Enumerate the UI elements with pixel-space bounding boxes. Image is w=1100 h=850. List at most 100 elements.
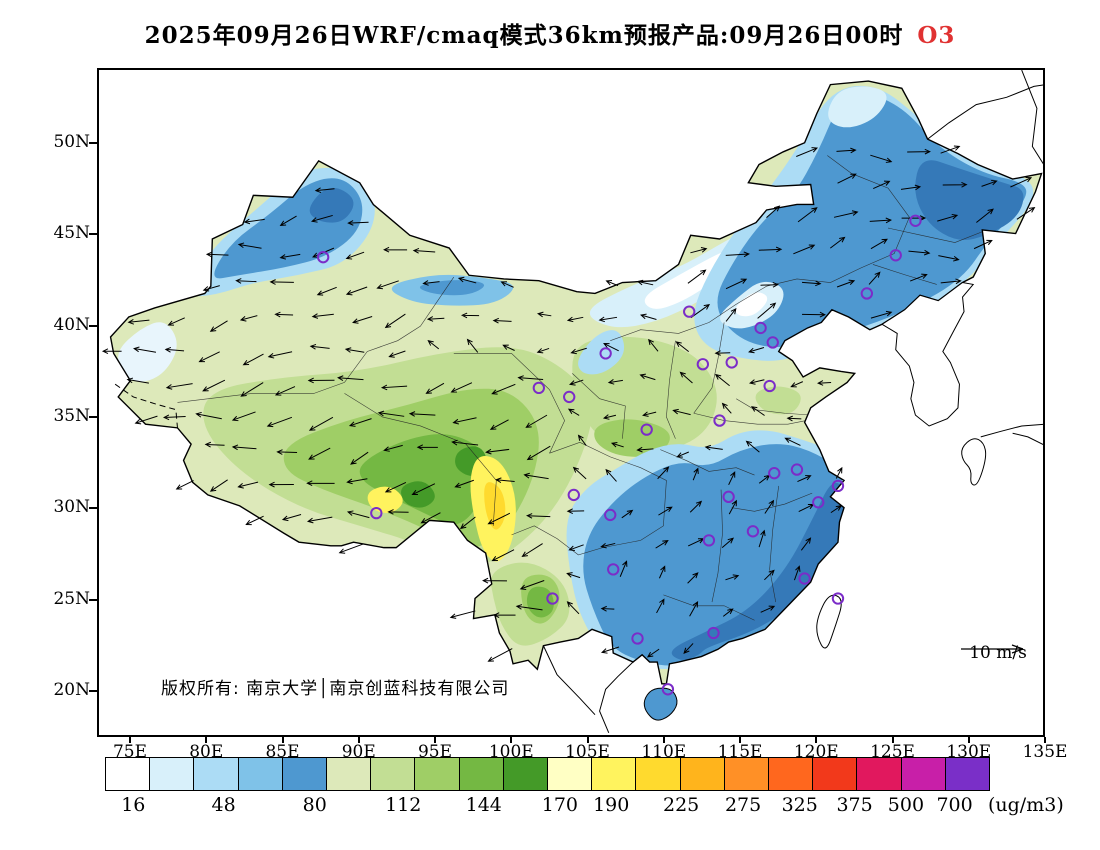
colorbar-cell bbox=[106, 758, 151, 790]
lon-tick-mark bbox=[434, 737, 436, 743]
colorbar-cell bbox=[503, 758, 549, 790]
colorbar-cell bbox=[150, 758, 195, 790]
lat-tick-label: 20N bbox=[53, 680, 90, 700]
colorbar-cell bbox=[415, 758, 460, 790]
city-marker bbox=[722, 490, 735, 503]
lon-tick-mark bbox=[281, 737, 284, 743]
city-marker bbox=[889, 249, 902, 262]
copyright-text: 版权所有: 南京大学│南京创蓝科技有限公司 bbox=[161, 679, 510, 699]
city-marker bbox=[683, 305, 696, 318]
lat-tick-label: 40N bbox=[53, 314, 90, 335]
lat-tick-label: 50N bbox=[53, 132, 90, 152]
city-marker bbox=[725, 356, 738, 369]
lon-tick-label: 135E bbox=[1022, 742, 1068, 762]
colorbar-cell bbox=[327, 758, 372, 790]
city-marker bbox=[763, 379, 776, 393]
colorbar-cell bbox=[680, 758, 725, 790]
lon-tick-mark bbox=[510, 737, 513, 743]
lon-tick-mark bbox=[205, 737, 208, 743]
city-marker bbox=[790, 463, 804, 476]
city-marker bbox=[532, 381, 546, 395]
lat-tick-label: 30N bbox=[53, 497, 90, 518]
colorbar-tick-label: 190 bbox=[593, 794, 630, 816]
lat-tick-mark bbox=[89, 507, 97, 510]
wind-scale-arrow bbox=[961, 644, 1024, 654]
lon-tick-mark bbox=[891, 737, 894, 743]
city-marker bbox=[831, 479, 845, 493]
colorbar-cell bbox=[371, 758, 416, 790]
colorbar-tick-label: 375 bbox=[836, 794, 873, 816]
colorbar-tick-label: 275 bbox=[724, 794, 762, 816]
city-marker bbox=[696, 358, 710, 371]
lat-tick-label: 25N bbox=[53, 588, 90, 609]
colorbar-cell bbox=[194, 758, 239, 790]
city-marker bbox=[702, 534, 716, 547]
lat-tick-mark bbox=[89, 598, 97, 601]
colorbar-cell bbox=[724, 758, 770, 790]
city-marker bbox=[746, 525, 760, 538]
city-marker bbox=[546, 592, 559, 605]
lon-tick-mark bbox=[967, 737, 970, 743]
colorbar-cell bbox=[636, 758, 681, 790]
lat-tick-label: 35N bbox=[53, 406, 90, 426]
colorbar-cell bbox=[459, 758, 504, 790]
city-marker bbox=[607, 563, 620, 576]
lat-tick-mark bbox=[89, 233, 97, 236]
wind-scale-label: 10 m/s bbox=[969, 643, 1027, 663]
colorbar-tick-label: 170 bbox=[541, 794, 579, 816]
lat-tick-mark bbox=[89, 142, 97, 144]
colorbar-cell bbox=[548, 758, 593, 790]
lon-tick-mark bbox=[357, 737, 360, 743]
city-marker bbox=[599, 347, 612, 360]
city-marker bbox=[631, 632, 644, 645]
city-marker bbox=[831, 592, 845, 605]
lon-tick-mark bbox=[739, 737, 741, 743]
title-text: 2025年09月26日WRF/cmaq模式36km预报产品:09月26日00时 bbox=[144, 22, 904, 49]
lat-tick-label: 45N bbox=[53, 223, 90, 244]
city-markers bbox=[316, 214, 922, 696]
city-marker bbox=[812, 496, 825, 509]
colorbar-tick-label: 80 bbox=[302, 794, 327, 816]
colorbar-cell bbox=[901, 758, 946, 790]
lat-tick-mark bbox=[89, 416, 97, 418]
city-marker bbox=[316, 251, 330, 264]
colorbar-cell bbox=[769, 758, 814, 790]
province-boundaries bbox=[177, 155, 983, 621]
colorbar-cell bbox=[857, 758, 902, 790]
colorbar-unit: (ug/m3) bbox=[988, 794, 1064, 816]
city-marker bbox=[370, 506, 383, 520]
title-pollutant: O3 bbox=[917, 22, 956, 49]
city-marker bbox=[860, 287, 874, 300]
city-marker bbox=[661, 683, 675, 696]
wind-vectors bbox=[101, 145, 1036, 662]
colorbar-tick-label: 225 bbox=[662, 794, 700, 816]
wind-scale: 10 m/s bbox=[959, 642, 1037, 663]
city-marker bbox=[604, 508, 617, 522]
map-plot: 版权所有: 南京大学│南京创蓝科技有限公司 10 m/s bbox=[97, 68, 1045, 737]
colorbar-tick-label: 16 bbox=[121, 794, 146, 816]
city-marker bbox=[909, 214, 922, 227]
figure-title: 2025年09月26日WRF/cmaq模式36km预报产品:09月26日00时 O… bbox=[0, 16, 1100, 50]
city-marker bbox=[563, 390, 576, 404]
colorbar-cell bbox=[592, 758, 637, 790]
coastlines bbox=[109, 70, 1043, 734]
city-marker bbox=[707, 626, 720, 640]
lat-tick-mark bbox=[89, 690, 97, 692]
city-marker bbox=[754, 321, 767, 335]
colorbar bbox=[105, 757, 990, 791]
colorbar-tick-label: 48 bbox=[211, 794, 236, 816]
city-marker bbox=[766, 336, 779, 349]
lon-tick-mark bbox=[662, 737, 665, 743]
colorbar-cell bbox=[945, 758, 990, 790]
colorbar-tick-label: 325 bbox=[781, 794, 818, 816]
colorbar-tick-label: 112 bbox=[385, 794, 422, 816]
colorbar-tick-label: 700 bbox=[936, 794, 973, 816]
colorbar-tick-label: 144 bbox=[465, 794, 502, 816]
city-marker bbox=[798, 572, 811, 585]
colorbar-cell bbox=[238, 758, 283, 790]
map-canvas bbox=[101, 70, 1043, 734]
lat-tick-mark bbox=[89, 324, 97, 327]
city-marker bbox=[768, 467, 781, 480]
colorbar-cell bbox=[282, 758, 328, 790]
